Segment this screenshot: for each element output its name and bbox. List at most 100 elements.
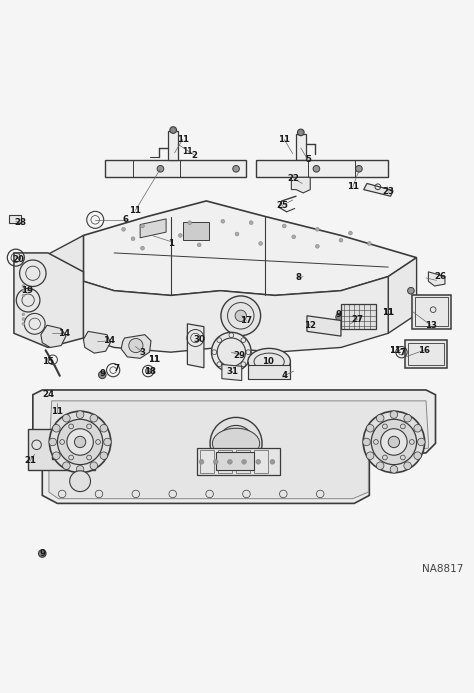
Text: 9: 9 xyxy=(336,310,342,319)
Circle shape xyxy=(259,242,263,245)
Circle shape xyxy=(404,462,411,469)
Circle shape xyxy=(104,438,111,446)
Circle shape xyxy=(141,224,145,228)
Bar xyxy=(408,343,444,365)
Circle shape xyxy=(283,224,286,228)
Circle shape xyxy=(235,310,246,322)
Text: 4: 4 xyxy=(281,371,287,380)
Text: 20: 20 xyxy=(13,254,25,263)
Bar xyxy=(412,295,451,328)
Text: 12: 12 xyxy=(304,321,316,330)
Circle shape xyxy=(390,466,398,473)
Bar xyxy=(216,453,254,471)
Bar xyxy=(54,446,73,459)
Text: 11: 11 xyxy=(389,346,401,355)
Circle shape xyxy=(22,285,25,288)
Polygon shape xyxy=(14,253,83,347)
Bar xyxy=(415,297,448,326)
Polygon shape xyxy=(48,277,388,352)
Circle shape xyxy=(356,166,362,172)
Text: 23: 23 xyxy=(382,187,394,196)
Circle shape xyxy=(414,425,421,432)
Text: 21: 21 xyxy=(24,457,36,466)
Circle shape xyxy=(363,411,425,473)
Circle shape xyxy=(22,294,25,297)
Circle shape xyxy=(376,414,384,422)
Polygon shape xyxy=(48,236,83,300)
Circle shape xyxy=(336,313,344,322)
Circle shape xyxy=(371,419,417,464)
Circle shape xyxy=(366,452,374,459)
Circle shape xyxy=(348,231,352,235)
Circle shape xyxy=(45,393,49,396)
Text: 15: 15 xyxy=(42,357,54,366)
Bar xyxy=(182,222,209,240)
Circle shape xyxy=(292,235,296,239)
Polygon shape xyxy=(364,184,393,196)
Circle shape xyxy=(131,237,135,240)
Text: 2: 2 xyxy=(191,150,198,159)
Text: 17: 17 xyxy=(240,316,253,325)
Circle shape xyxy=(418,438,425,446)
Circle shape xyxy=(381,429,407,455)
Circle shape xyxy=(233,166,239,172)
Text: 7: 7 xyxy=(400,348,405,357)
Circle shape xyxy=(213,459,218,464)
Circle shape xyxy=(408,288,414,294)
Polygon shape xyxy=(256,160,388,177)
Circle shape xyxy=(270,459,275,464)
Circle shape xyxy=(404,414,411,422)
Polygon shape xyxy=(292,177,310,193)
Text: 14: 14 xyxy=(58,328,71,337)
Circle shape xyxy=(221,296,261,335)
Text: 7: 7 xyxy=(113,365,119,374)
Circle shape xyxy=(298,129,304,136)
Circle shape xyxy=(22,322,25,325)
Circle shape xyxy=(376,462,384,469)
Ellipse shape xyxy=(212,428,260,459)
Text: 19: 19 xyxy=(21,286,33,295)
Text: 5: 5 xyxy=(305,155,311,164)
Polygon shape xyxy=(296,134,306,160)
Text: 13: 13 xyxy=(425,321,437,330)
Text: 11: 11 xyxy=(129,206,141,215)
Circle shape xyxy=(316,245,319,248)
Text: 11: 11 xyxy=(278,135,290,144)
Circle shape xyxy=(221,220,225,223)
Circle shape xyxy=(256,459,261,464)
Polygon shape xyxy=(28,429,95,471)
Circle shape xyxy=(242,459,246,464)
Circle shape xyxy=(197,243,201,247)
Bar xyxy=(218,450,232,473)
Bar xyxy=(248,365,291,378)
Circle shape xyxy=(122,227,126,231)
Text: 11: 11 xyxy=(51,407,64,416)
Circle shape xyxy=(228,459,232,464)
Polygon shape xyxy=(307,316,341,336)
Text: 10: 10 xyxy=(262,357,273,366)
Bar xyxy=(9,215,21,222)
Polygon shape xyxy=(388,258,417,333)
Bar xyxy=(200,450,214,473)
Circle shape xyxy=(22,313,25,316)
Polygon shape xyxy=(83,201,417,295)
Text: 11: 11 xyxy=(148,356,160,365)
Circle shape xyxy=(49,438,56,446)
Circle shape xyxy=(157,166,164,172)
Circle shape xyxy=(178,234,182,237)
Text: 26: 26 xyxy=(434,272,446,281)
Text: 24: 24 xyxy=(42,390,54,399)
Circle shape xyxy=(99,371,106,378)
Circle shape xyxy=(63,414,70,422)
Polygon shape xyxy=(168,132,178,160)
Text: 16: 16 xyxy=(418,346,430,355)
Circle shape xyxy=(316,227,319,231)
Circle shape xyxy=(38,550,46,557)
Circle shape xyxy=(313,166,319,172)
Text: 11: 11 xyxy=(389,346,401,355)
Text: 8: 8 xyxy=(295,274,301,283)
Text: 1: 1 xyxy=(168,239,174,248)
Polygon shape xyxy=(41,325,66,347)
Polygon shape xyxy=(105,160,246,177)
Circle shape xyxy=(199,459,204,464)
